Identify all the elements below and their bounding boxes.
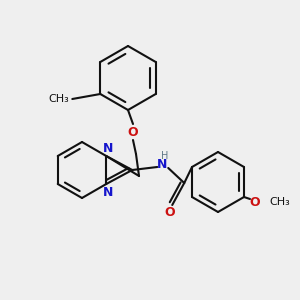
Text: O: O xyxy=(164,206,175,218)
Text: CH₃: CH₃ xyxy=(49,94,69,104)
Text: N: N xyxy=(103,142,113,154)
Text: N: N xyxy=(103,185,113,199)
Text: O: O xyxy=(128,125,138,139)
Text: O: O xyxy=(250,196,260,208)
Text: CH₃: CH₃ xyxy=(269,197,290,207)
Text: H: H xyxy=(160,151,168,161)
Text: N: N xyxy=(157,158,167,172)
